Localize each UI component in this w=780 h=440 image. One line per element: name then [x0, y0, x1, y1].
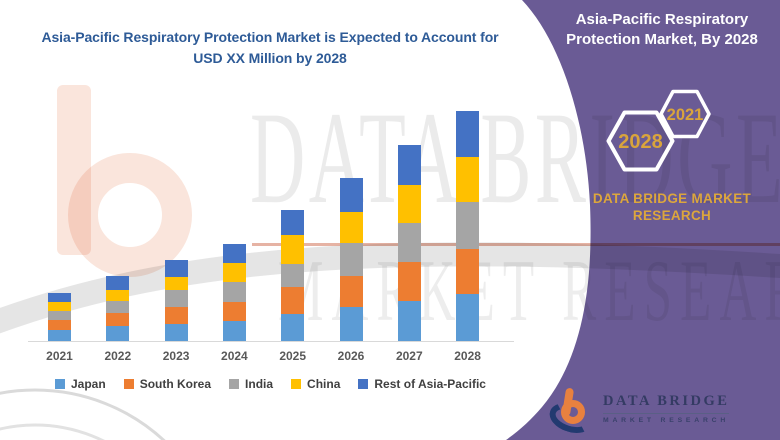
bar-2027-segment-japan [397, 301, 421, 341]
hexagon-badges: 2028 2021 [606, 89, 711, 172]
legend-label-china: China [307, 377, 341, 391]
bar-2024-segment-china [222, 263, 246, 282]
legend-label-rest-of-asia-pacific: Rest of Asia-Pacific [374, 377, 486, 391]
bar-2021-segment-south-korea [48, 320, 71, 330]
logo-subtitle: MARKET RESEARCH [603, 417, 730, 424]
bar-2027-segment-china [397, 185, 421, 223]
bar-2022-segment-china [106, 290, 130, 301]
bar-2024-segment-india [222, 282, 246, 302]
legend-swatch-south-korea [123, 379, 134, 389]
bar-2021-segment-india [48, 311, 71, 320]
bar-2027-segment-rest-of-asia-pacific [397, 145, 421, 185]
bar-2022-segment-india [106, 301, 130, 313]
bar-2023-segment-japan [164, 324, 188, 341]
legend-item-south-korea: South Korea [123, 377, 212, 391]
bar-2023 [164, 260, 188, 341]
bar-2021-segment-japan [48, 330, 71, 341]
bar-2021 [48, 293, 71, 341]
bar-2026-segment-rest-of-asia-pacific [339, 178, 363, 212]
bar-2028-segment-south-korea [456, 249, 480, 294]
hexagon-2028 [606, 110, 675, 172]
bar-2028-segment-japan [456, 294, 480, 341]
panel-title-line2: Protection Market, By 2028 [566, 31, 758, 49]
bar-2028 [456, 111, 480, 341]
data-bridge-b-icon [545, 387, 597, 439]
bar-2023-segment-rest-of-asia-pacific [164, 260, 188, 277]
bar-2022 [106, 276, 130, 341]
bar-2027-segment-india [397, 223, 421, 262]
bar-2025-segment-rest-of-asia-pacific [281, 210, 305, 235]
bar-2022-segment-japan [106, 326, 130, 341]
bar-2028-segment-rest-of-asia-pacific [456, 111, 480, 157]
bar-2022-segment-south-korea [106, 313, 130, 326]
x-tick-2025: 2025 [279, 349, 307, 363]
legend-item-india: India [229, 377, 273, 391]
legend-label-japan: Japan [71, 377, 106, 391]
logo-b-bowl [561, 400, 585, 424]
hexagon-2028-label: 2028 [618, 131, 663, 153]
bar-2024-segment-south-korea [222, 302, 246, 321]
hexagon-2021-label: 2021 [667, 106, 704, 124]
bar-2025-segment-india [281, 264, 305, 287]
bar-2025-segment-china [281, 235, 305, 264]
logo-text: DATA BRIDGE MARKET RESEARCH [603, 393, 730, 424]
chart-title-line2: USD XX Million by 2028 [193, 50, 347, 66]
bar-2028-segment-china [456, 157, 480, 202]
hexagon-2021 [659, 89, 711, 139]
bar-2024 [222, 244, 246, 341]
panel-title-line1: Asia-Pacific Respiratory [575, 11, 749, 28]
bar-2026-segment-china [339, 212, 363, 243]
bar-2021-segment-china [48, 302, 71, 311]
legend-swatch-china [291, 379, 302, 389]
legend-item-japan: Japan [55, 377, 106, 391]
x-tick-2026: 2026 [337, 349, 365, 363]
bar-2025-segment-japan [281, 314, 305, 341]
bar-2023-segment-south-korea [164, 307, 188, 324]
bar-2023-segment-china [164, 277, 188, 290]
bar-2024-segment-japan [222, 321, 246, 341]
chart-title: Asia-Pacific Respiratory Protection Mark… [30, 27, 510, 69]
bar-2025 [281, 210, 305, 341]
x-axis-line [28, 341, 514, 342]
legend: Japan South Korea India China Rest of Asia-P… [55, 377, 486, 391]
panel-title: Asia-Pacific Respiratory Protection Mark… [552, 10, 772, 51]
bar-2025-segment-south-korea [281, 287, 305, 314]
bar-2021-segment-rest-of-asia-pacific [48, 293, 71, 302]
x-tick-2022: 2022 [104, 349, 132, 363]
chart-title-line1: Asia-Pacific Respiratory Protection Mark… [41, 29, 499, 45]
bar-2026-segment-india [339, 243, 363, 276]
bar-2026-segment-south-korea [339, 276, 363, 307]
logo-title: DATA BRIDGE [603, 393, 730, 414]
bar-2027 [397, 145, 421, 341]
bar-2023-segment-india [164, 290, 188, 307]
brand-text: DATA BRIDGE MARKET RESEARCH [572, 191, 772, 225]
brand-text-line1: DATA BRIDGE MARKET [592, 191, 752, 206]
bar-2028-segment-india [456, 202, 480, 249]
legend-swatch-india [229, 379, 240, 389]
bar-2026-segment-japan [339, 307, 363, 341]
bar-2022-segment-rest-of-asia-pacific [106, 276, 130, 290]
legend-swatch-rest-of-asia-pacific [358, 379, 369, 389]
brand-text-line2: RESEARCH [632, 207, 712, 223]
legend-swatch-japan [55, 379, 65, 389]
x-tick-2027: 2027 [395, 349, 423, 363]
x-tick-2023: 2023 [162, 349, 190, 363]
bar-2027-segment-south-korea [397, 262, 421, 301]
legend-item-rest-of-asia-pacific: Rest of Asia-Pacific [358, 377, 486, 391]
x-tick-2028: 2028 [454, 349, 481, 363]
data-bridge-logo: DATA BRIDGE MARKET RESEARCH [545, 386, 730, 439]
legend-label-india: India [245, 377, 274, 391]
bar-2026 [339, 178, 363, 341]
x-tick-2024: 2024 [221, 349, 248, 363]
legend-label-south-korea: South Korea [139, 377, 212, 391]
legend-item-china: China [291, 377, 340, 391]
bar-chart: 2021 2022 2023 2024 2025 2026 2027 2028 [28, 100, 520, 363]
x-tick-2021: 2021 [46, 349, 73, 363]
bar-2024-segment-rest-of-asia-pacific [222, 244, 246, 263]
